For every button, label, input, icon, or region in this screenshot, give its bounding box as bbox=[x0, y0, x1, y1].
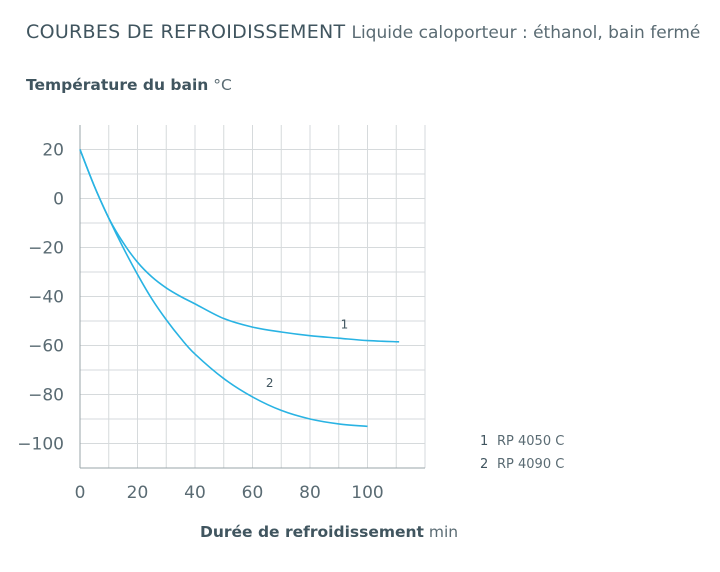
chart-grid bbox=[80, 125, 426, 468]
x-tick-label: 60 bbox=[242, 483, 264, 503]
y-tick-label: 0 bbox=[53, 190, 64, 210]
series-line-1 bbox=[79, 149, 400, 343]
chart-title: COURBES DE REFROIDISSEMENT bbox=[26, 21, 346, 43]
x-axis-label-text: Durée de refroidissement bbox=[200, 523, 424, 541]
chart-legend: 1 RP 4050 C 2 RP 4090 C bbox=[480, 434, 564, 472]
y-tick-label: 20 bbox=[42, 141, 64, 161]
x-tick-label: 80 bbox=[299, 483, 321, 503]
x-axis-label: Durée de refroidissement min bbox=[200, 523, 458, 541]
y-tick-label: −60 bbox=[28, 337, 64, 357]
x-tick-label: 40 bbox=[184, 483, 206, 503]
y-tick-label: −40 bbox=[28, 288, 64, 308]
y-tick-label: −80 bbox=[28, 386, 64, 406]
x-axis-label-unit: min bbox=[428, 523, 459, 541]
chart-subtitle: Liquide caloporteur : éthanol, bain ferm… bbox=[351, 23, 701, 43]
series-line-2 bbox=[79, 149, 368, 428]
chart-ticks: 20 0 −20 −40 −60 −80 −100 0 20 40 60 80 100 bbox=[17, 141, 383, 504]
chart-title-row: COURBES DE REFROIDISSEMENT Liquide calop… bbox=[26, 21, 700, 43]
y-tick-label: −20 bbox=[28, 239, 64, 259]
legend-entry-label: RP 4050 C bbox=[497, 434, 564, 449]
legend-entry-number: 2 bbox=[480, 457, 488, 472]
y-tick-label: −100 bbox=[17, 435, 64, 455]
y-axis-label: Température du bain °C bbox=[26, 76, 232, 94]
legend-entry-number: 1 bbox=[480, 434, 488, 449]
x-tick-label: 0 bbox=[75, 483, 86, 503]
y-axis-label-text: Température du bain bbox=[26, 76, 209, 94]
chart-series bbox=[79, 149, 400, 428]
curve-label-1: 1 bbox=[341, 317, 349, 331]
x-tick-label: 100 bbox=[351, 483, 383, 503]
curve-label-2: 2 bbox=[266, 376, 274, 390]
chart-curve-labels: 12 bbox=[266, 317, 348, 390]
y-axis-label-unit: °C bbox=[213, 76, 232, 94]
chart-axes bbox=[79, 125, 425, 469]
legend-entry-label: RP 4090 C bbox=[497, 457, 564, 472]
x-tick-label: 20 bbox=[127, 483, 149, 503]
